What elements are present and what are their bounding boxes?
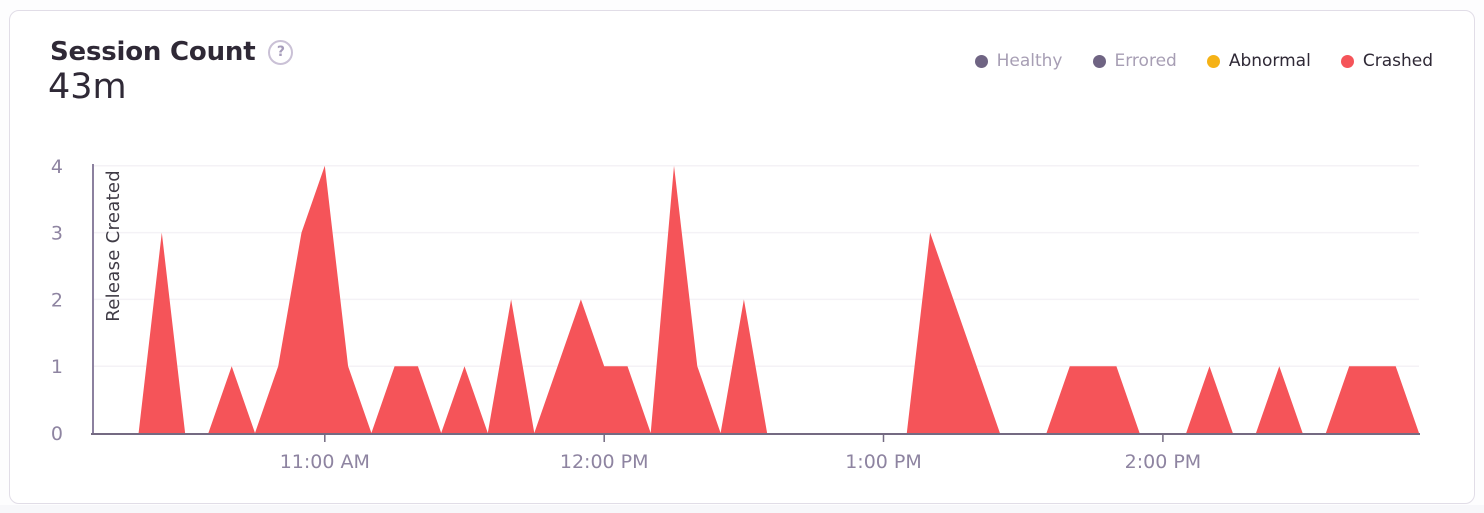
legend-label: Abnormal	[1228, 51, 1311, 71]
legend-dot-crashed	[1340, 54, 1354, 68]
y-tick-label: 3	[51, 223, 63, 245]
legend-item-healthy[interactable]: Healthy	[974, 51, 1063, 71]
release-marker-label: Release Created	[103, 170, 124, 322]
x-tick-label: 2:00 PM	[1125, 451, 1202, 473]
crashed-area-series[interactable]	[92, 165, 1419, 434]
legend-dot-errored	[1092, 54, 1106, 68]
help-icon[interactable]: ?	[268, 39, 294, 65]
legend-dot-abnormal	[1206, 54, 1220, 68]
legend-item-abnormal[interactable]: Abnormal	[1206, 51, 1311, 71]
y-tick-label: 1	[51, 356, 63, 378]
legend-label: Errored	[1114, 51, 1177, 71]
total-value: 43m	[48, 67, 127, 107]
y-tick-label: 2	[51, 289, 63, 311]
y-tick-label: 4	[51, 156, 63, 178]
next-card-peek-strip	[0, 505, 1484, 513]
legend-item-crashed[interactable]: Crashed	[1340, 51, 1433, 71]
card-header: Session Count ?	[50, 37, 294, 67]
y-tick-label: 0	[51, 423, 63, 445]
x-tick-label: 11:00 AM	[280, 451, 370, 473]
legend-label: Crashed	[1362, 51, 1433, 71]
legend-dot-healthy	[974, 54, 988, 68]
x-tick-label: 12:00 PM	[560, 451, 649, 473]
x-tick-label: 1:00 PM	[845, 451, 922, 473]
legend-item-errored[interactable]: Errored	[1092, 51, 1177, 71]
legend: Healthy Errored Abnormal Crashed	[974, 51, 1433, 71]
legend-label: Healthy	[996, 51, 1063, 71]
chart-title: Session Count	[50, 37, 256, 67]
